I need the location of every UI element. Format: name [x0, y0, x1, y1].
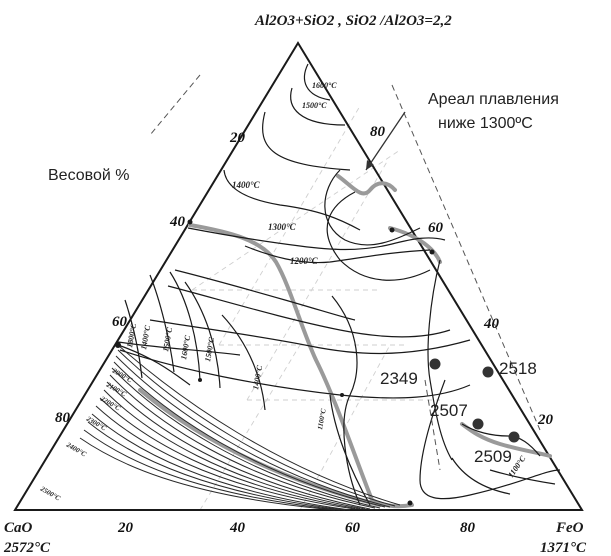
right-tick-20: 20 — [537, 412, 554, 428]
isotherm-label: 1400°C — [232, 180, 261, 190]
sample-label-2518: 2518 — [499, 359, 537, 378]
right-tick-40: 40 — [483, 316, 500, 332]
isotherm-label: 2400°C — [64, 440, 88, 458]
annotation-line-2: ниже 1300ºC — [438, 115, 533, 132]
apex-right-temperature: 1371°C — [540, 540, 587, 556]
sample-points: 2349 2518 2507 2509 — [380, 358, 537, 466]
bottom-tick-40: 40 — [229, 520, 246, 536]
isotherm-label: 1100°C — [316, 408, 328, 430]
apex-left-temperature: 2572°C — [3, 540, 51, 556]
isotherm-label: 1800°C — [125, 322, 138, 348]
isotherm-label: 2200°C — [98, 394, 122, 412]
sample-point-2349[interactable] — [429, 358, 441, 370]
left-tick-80: 80 — [55, 410, 71, 426]
isotherm-label: 2500°C — [38, 484, 62, 502]
right-edge-ticks: 80 60 40 20 — [370, 124, 554, 428]
isotherm-lines — [117, 63, 561, 506]
isotherm-label: 1500°C — [302, 101, 327, 110]
bottom-tick-80: 80 — [460, 520, 476, 536]
isotherm-label: 2000°C — [110, 366, 134, 384]
tie-lines — [149, 74, 541, 471]
left-tick-20: 20 — [229, 130, 246, 146]
isotherm-label: 1400°C — [251, 364, 264, 390]
isotherm-label: 1600°C — [179, 334, 192, 360]
sample-label-2349: 2349 — [380, 369, 418, 388]
phase-boundaries — [138, 174, 552, 509]
sample-point-2509[interactable] — [508, 431, 520, 443]
isotherm-label: 1500°C — [203, 336, 216, 362]
sample-point-2518[interactable] — [482, 366, 494, 378]
annotation-arrow — [365, 111, 406, 171]
left-tick-40: 40 — [169, 214, 186, 230]
right-tick-80: 80 — [370, 124, 386, 140]
isotherm-label: 1600°C — [312, 81, 337, 90]
apex-top-label: Al2O3+SiO2 , SiO2 /Al2O3=2,2 — [254, 13, 452, 29]
isotherm-label: 2100°C — [104, 380, 128, 398]
apex-right-compound: FeO — [555, 520, 584, 536]
isotherm-label: 1200°C — [290, 256, 319, 266]
bottom-tick-20: 20 — [117, 520, 134, 536]
isotherm-label: 1300°C — [268, 222, 297, 232]
unit-label: Весовой % — [48, 167, 129, 184]
left-tick-60: 60 — [112, 314, 128, 330]
sample-label-2509: 2509 — [474, 447, 512, 466]
isotherm-label: 1400°C — [139, 324, 152, 350]
invariant-points — [115, 219, 435, 506]
sample-point-2507[interactable] — [472, 418, 484, 430]
left-edge-ticks: 20 40 60 80 — [55, 130, 246, 426]
isotherm-label: 1500°C — [161, 326, 174, 352]
cao-field-lines — [79, 344, 401, 511]
bottom-edge-ticks: 20 40 60 80 — [117, 520, 476, 536]
right-tick-60: 60 — [428, 220, 444, 236]
annotation-line-1: Ареал плавления — [428, 91, 559, 108]
sample-label-2507: 2507 — [430, 401, 468, 420]
apex-left-compound: CaO — [4, 520, 33, 536]
bottom-tick-60: 60 — [345, 520, 361, 536]
ternary-triangle-frame — [13, 41, 584, 511]
